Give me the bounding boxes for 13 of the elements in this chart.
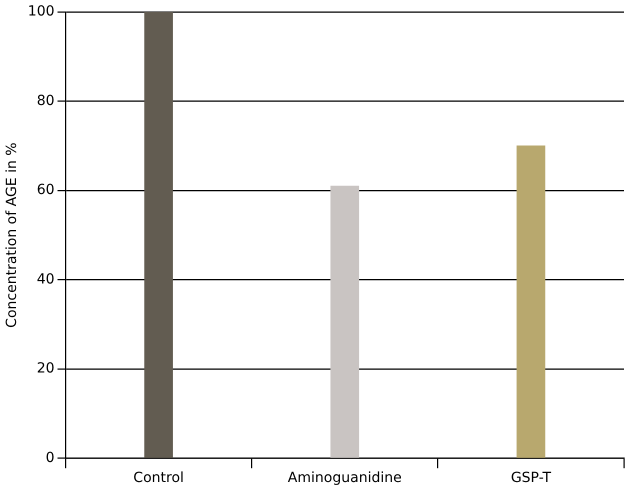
y-axis-title: Concentration of AGE in % <box>4 142 20 328</box>
x-tick-label: GSP-T <box>510 470 552 486</box>
y-tick-label: 100 <box>28 4 55 20</box>
bar <box>330 186 360 458</box>
x-tick-label: Aminoguanidine <box>288 470 402 486</box>
bar <box>144 12 173 458</box>
bar <box>516 146 546 458</box>
y-tick-label: 80 <box>36 92 55 109</box>
y-tick-label: 60 <box>36 182 55 198</box>
y-tick-label: 0 <box>46 450 55 466</box>
y-tick-label: 40 <box>36 271 55 288</box>
y-tick-label: 20 <box>36 360 55 377</box>
x-tick-label: Control <box>133 470 184 486</box>
